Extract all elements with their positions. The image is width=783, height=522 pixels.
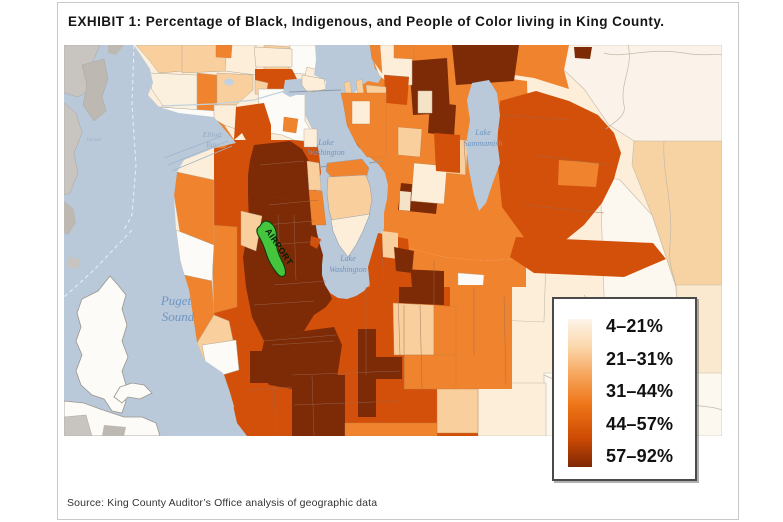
svg-text:Lake: Lake	[317, 138, 334, 147]
svg-text:Lake: Lake	[474, 128, 491, 137]
svg-text:Elliott: Elliott	[202, 130, 223, 139]
svg-text:Lake: Lake	[339, 254, 356, 263]
svg-text:Washington: Washington	[307, 148, 345, 157]
svg-text:Puget: Puget	[160, 293, 192, 308]
svg-text:Bay: Bay	[206, 140, 218, 149]
svg-text:Washington: Washington	[329, 265, 367, 274]
svg-text:Sammamish: Sammamish	[464, 139, 503, 148]
svg-text:Sound: Sound	[162, 309, 195, 324]
svg-text:Sinclair: Sinclair	[86, 138, 102, 143]
